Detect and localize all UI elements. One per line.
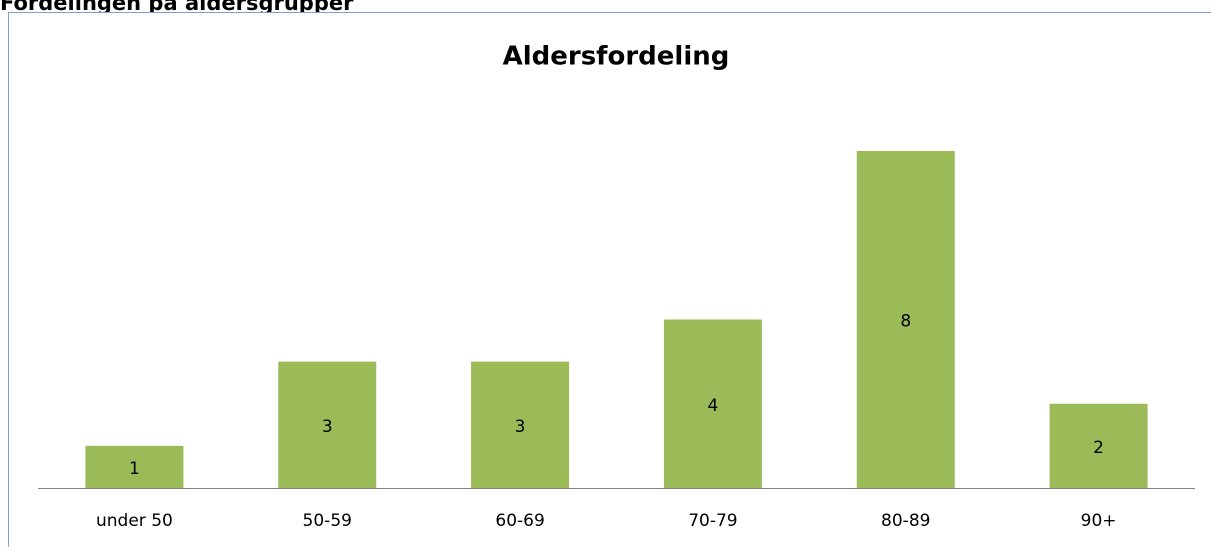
chart-title: Aldersfordeling — [503, 42, 730, 72]
chart-frame — [9, 13, 1211, 548]
x-tick-label: 80-89 — [881, 511, 930, 531]
x-tick-label: 50-59 — [303, 511, 352, 531]
x-tick-label: 90+ — [1081, 511, 1117, 531]
data-label: 3 — [515, 417, 526, 437]
x-tick-label: 70-79 — [688, 511, 737, 531]
x-tick-label: 60-69 — [495, 511, 544, 531]
data-label: 1 — [129, 459, 140, 479]
data-label: 4 — [708, 396, 719, 416]
x-tick-label: under 50 — [96, 511, 173, 531]
data-label: 3 — [322, 417, 333, 437]
data-label: 2 — [1093, 438, 1104, 458]
data-label: 8 — [900, 312, 911, 332]
